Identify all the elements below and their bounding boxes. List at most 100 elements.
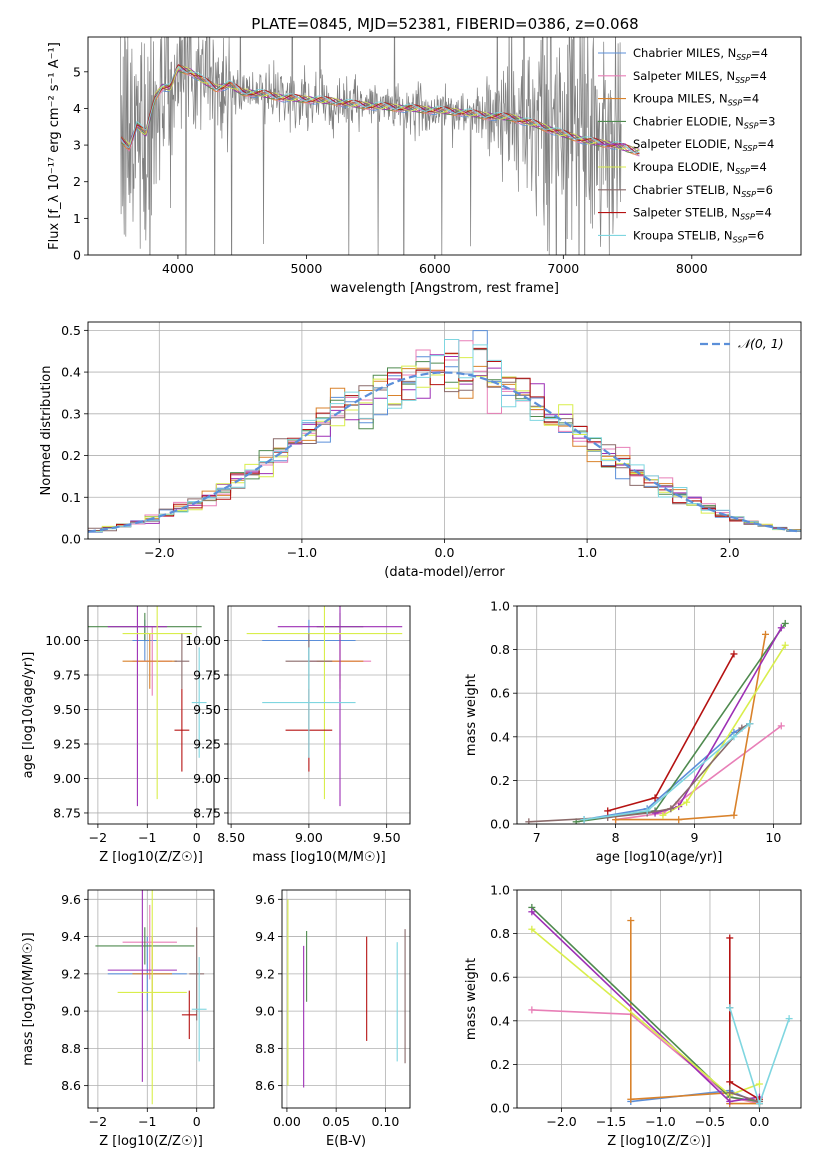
figure-title: PLATE=0845, MJD=52381, FIBERID=0386, z=0… (251, 15, 638, 33)
age_vs_z-xlabel: Z [log10(Z/Z☉)] (99, 850, 203, 865)
legend-model-name: Chabrier STELIB (633, 183, 725, 197)
errorbar-point (181, 990, 197, 1040)
y-tick-label: 5 (73, 64, 81, 79)
x-tick-label: −1.0 (287, 545, 317, 560)
legend-n-label: , N (728, 114, 744, 128)
residuals-plot-area (88, 330, 801, 539)
legend-ssp-subscript: SSP (740, 213, 755, 222)
mass_vs_ebv-frame (281, 889, 411, 1109)
residuals-panel: −2.0 −1.0 0.0 1.0 2.0 0.0 0.1 0.2 0.3 0.4 0.5 (data… (39, 321, 802, 580)
legend-model-name: Salpeter STELIB (633, 206, 724, 220)
weight_vs_age-ylabel: mass weight (464, 674, 479, 756)
legend-model-name: Kroupa MILES (633, 92, 712, 106)
legend-model-name: Salpeter MILES (633, 69, 719, 83)
y-tick-label: 0 (73, 248, 81, 263)
x-tick-label: 1.0 (577, 545, 597, 560)
x-tick-label: 8000 (676, 261, 708, 276)
mass_vs_ebv-xlabel: E(B-V) (326, 1134, 366, 1149)
legend-entry: Salpeter MILES, NSSP=4 (633, 69, 767, 85)
x-tick-label: 0.0 (435, 545, 455, 560)
weight_vs_age-panel: 7 8 9 10 0.0 0.2 0.4 0.6 0.8 1.0 age [log10(age/yr… (464, 599, 802, 865)
y-tick-label: 0.0 (61, 532, 81, 547)
x-tick-label: −1 (138, 1114, 156, 1129)
legend-ssp-subscript: SSP (741, 190, 756, 199)
x-tick-label: −2.0 (546, 1114, 576, 1129)
mass-weight-marker (525, 818, 533, 824)
y-tick-label: 1 (73, 211, 81, 226)
errorbar-point (191, 647, 207, 758)
mass-weight-marker (651, 794, 659, 802)
y-tick-label: 9.6 (255, 892, 275, 907)
legend-n-label: , N (720, 46, 736, 60)
y-tick-label: 0.4 (61, 365, 81, 380)
y-tick-label: 9.25 (53, 736, 81, 751)
y-tick-label: 8.6 (255, 1078, 275, 1093)
age_vs_mass-xlabel: mass [log10(M/M☉)] (252, 850, 385, 865)
observed-spectrum-line (120, 37, 622, 255)
legend-nssp-value: 4 (752, 92, 759, 106)
model-spectrum-line (121, 64, 640, 155)
errorbar-point (122, 633, 177, 689)
spectrum-frame (87, 36, 802, 256)
x-tick-label: 0.05 (322, 1114, 350, 1129)
y-tick-label: 9.2 (255, 966, 275, 981)
y-tick-label: 10.00 (45, 633, 81, 648)
errorbar-point (122, 904, 177, 980)
errorbar-point (117, 890, 187, 1105)
y-tick-label: 9.00 (53, 771, 81, 786)
x-tick-label: 7000 (547, 261, 579, 276)
x-tick-label: 6000 (419, 261, 451, 276)
mass-weight-marker (762, 630, 769, 638)
legend-entry: Salpeter STELIB, NSSP=4 (633, 206, 772, 222)
y-tick-label: 0.0 (490, 817, 510, 832)
y-tick-label: 0.0 (490, 1101, 510, 1116)
y-tick-label: 9.6 (61, 892, 81, 907)
legend-ssp-subscript: SSP (735, 167, 750, 176)
legend-entry: Chabrier ELODIE, NSSP=3 (633, 114, 775, 130)
mass-weight-line (576, 622, 786, 823)
legend-n-label: , N (719, 160, 735, 174)
mass_vs_ebv-plot-area (287, 899, 406, 1088)
mass-weight-line (583, 723, 751, 821)
mass-weight-marker (667, 805, 675, 813)
x-tick-label: 10 (765, 830, 781, 845)
mass-weight-marker (781, 641, 789, 649)
age_vs_mass-frame (227, 605, 411, 825)
x-tick-label: −1.5 (596, 1114, 626, 1129)
mass-weight-marker (604, 807, 612, 815)
x-tick-label: 9 (691, 830, 699, 845)
legend-nssp-value: 3 (768, 114, 775, 128)
mass_vs_z-plot-area (95, 890, 207, 1105)
legend-entry: Chabrier STELIB, NSSP=6 (633, 183, 773, 199)
x-tick-label: 0.00 (273, 1114, 301, 1129)
age_vs_z-ylabel: age [log10(age/yr)] (21, 652, 36, 779)
mass-weight-marker (726, 1004, 734, 1012)
legend-model-name: Salpeter ELODIE (633, 137, 727, 151)
y-tick-label: 8.75 (193, 805, 221, 820)
y-tick-label: 1.0 (490, 883, 510, 898)
y-tick-label: 0.3 (61, 406, 81, 421)
mass_vs_z-panel: −2 −1 0 8.6 8.8 9.0 9.2 9.4 9.6 Z [log10(Z/Z☉)] ma… (21, 889, 215, 1149)
legend-n-label: , N (717, 228, 733, 242)
mass-weight-marker (659, 811, 667, 819)
legend-entry: Kroupa ELODIE, NSSP=4 (633, 160, 767, 176)
y-tick-label: 0.8 (490, 926, 510, 941)
residuals-frame (87, 321, 802, 540)
legend-ssp-subscript: SSP (733, 235, 748, 244)
y-tick-label: 8.75 (53, 805, 81, 820)
y-tick-label: 0.2 (490, 773, 510, 788)
mass-weight-marker (730, 650, 738, 658)
legend-nssp-value: 6 (757, 228, 764, 242)
y-tick-label: 0.4 (490, 1013, 510, 1028)
model-spectrum-line (121, 69, 640, 153)
y-tick-label: 1.0 (490, 599, 510, 614)
legend-nssp-value: 4 (761, 46, 768, 60)
legend-equals: = (751, 46, 761, 60)
legend-equals: = (759, 114, 769, 128)
mass-weight-line (583, 722, 751, 821)
legend-entry: Chabrier MILES, NSSP=4 (633, 46, 768, 62)
x-tick-label: −2 (89, 1114, 107, 1129)
mass-weight-marker (651, 809, 659, 817)
x-tick-label: −2.0 (144, 545, 174, 560)
